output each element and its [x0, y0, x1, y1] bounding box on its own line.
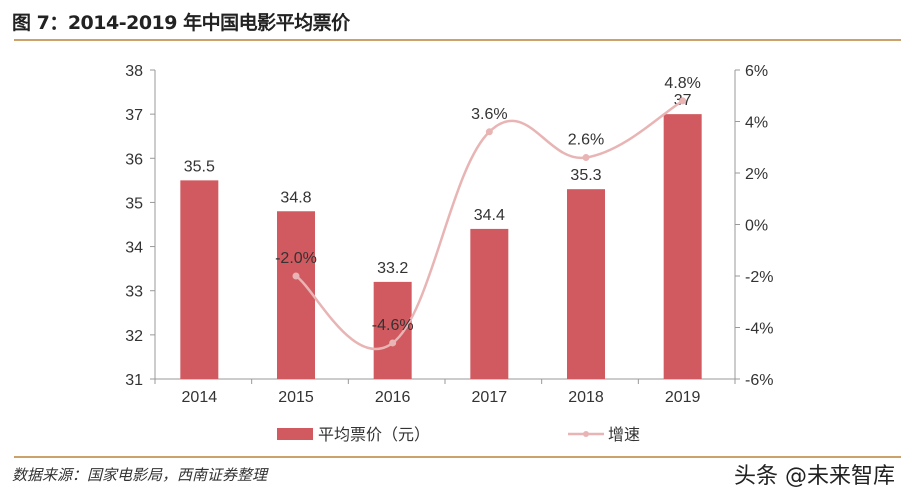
bar-label: 34.8 — [280, 189, 311, 206]
bar — [567, 189, 605, 379]
left-tick-label: 35 — [125, 195, 143, 212]
left-tick-label: 32 — [125, 328, 143, 345]
legend-line-marker — [583, 431, 589, 437]
x-tick-label: 2019 — [665, 389, 701, 406]
x-tick-label: 2016 — [375, 389, 411, 406]
right-tick-label: 4% — [745, 115, 768, 132]
growth-label: 4.8% — [664, 75, 700, 92]
right-tick-label: -6% — [745, 372, 773, 389]
growth-point — [485, 128, 493, 136]
right-tick-label: 2% — [745, 166, 768, 183]
left-tick-label: 36 — [125, 151, 143, 168]
x-tick-label: 2017 — [472, 389, 508, 406]
legend-bar-swatch — [277, 428, 313, 440]
right-tick-label: 6% — [745, 63, 768, 80]
growth-label: 3.6% — [471, 106, 507, 123]
x-tick-label: 2014 — [182, 389, 218, 406]
bar-label: 33.2 — [377, 260, 408, 277]
bar — [180, 180, 219, 379]
growth-point — [679, 97, 687, 105]
left-tick-label: 33 — [125, 284, 143, 301]
growth-label: -4.6% — [372, 317, 414, 334]
figure-title: 图 7：2014-2019 年中国电影平均票价 — [12, 12, 350, 34]
footer-rule — [14, 456, 901, 458]
bar — [663, 114, 702, 380]
bar-label: 35.5 — [184, 158, 215, 175]
growth-point — [389, 339, 397, 347]
x-tick-label: 2015 — [278, 389, 314, 406]
left-tick-label: 31 — [125, 372, 143, 389]
bar — [277, 211, 315, 379]
right-tick-label: -4% — [745, 321, 773, 338]
left-tick-label: 34 — [125, 240, 143, 257]
growth-line — [295, 99, 684, 351]
right-tick-label: 0% — [745, 218, 768, 235]
growth-point — [582, 154, 590, 162]
left-tick-label: 37 — [125, 107, 143, 124]
bar — [470, 228, 509, 379]
growth-point — [292, 272, 300, 280]
title-rule — [14, 39, 901, 41]
source-note: 数据来源：国家电影局，西南证券整理 — [12, 466, 268, 484]
bar-label: 34.4 — [474, 207, 505, 224]
growth-label: -2.0% — [275, 250, 317, 267]
legend-bar-label: 平均票价（元） — [318, 426, 430, 444]
watermark: 头条 @未来智库 — [734, 464, 895, 489]
growth-label: 2.6% — [568, 132, 604, 149]
legend-line-label: 增速 — [608, 426, 640, 444]
right-tick-label: -2% — [745, 269, 773, 286]
bar-label: 35.3 — [570, 167, 601, 184]
left-tick-label: 38 — [125, 63, 143, 80]
x-tick-label: 2018 — [568, 389, 604, 406]
